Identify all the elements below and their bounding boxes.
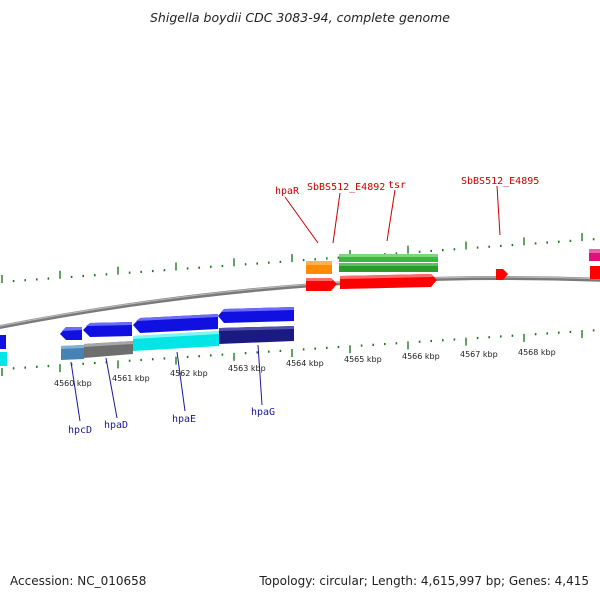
gene-green-upper[interactable] bbox=[339, 254, 438, 262]
axis-labels: 4560 kbp 4561 kbp 4562 kbp 4563 kbp 4564… bbox=[54, 348, 556, 388]
axis-label: 4566 kbp bbox=[402, 352, 440, 361]
gene-blue-edge[interactable] bbox=[0, 335, 6, 349]
axis-label: 4562 kbp bbox=[170, 369, 208, 378]
axis-label: 4568 kbp bbox=[518, 348, 556, 357]
gene-label-hpcD[interactable]: hpcD bbox=[68, 425, 92, 436]
gene-red-hpaR[interactable] bbox=[306, 278, 337, 291]
axis-label: 4560 kbp bbox=[54, 379, 92, 388]
accession-text: Accession: NC_010658 bbox=[10, 574, 147, 588]
gene-label-hpaE[interactable]: hpaE bbox=[172, 414, 196, 425]
gene-cyan-edge[interactable] bbox=[0, 352, 7, 366]
gene-red-SbBS512_E4895[interactable] bbox=[496, 269, 508, 280]
map-title: Shigella boydii CDC 3083-94, complete ge… bbox=[149, 10, 451, 25]
gene-label-SbBS512_E4895[interactable]: SbBS512_E4895 bbox=[461, 176, 539, 187]
gene-green-lower[interactable] bbox=[339, 263, 438, 272]
gene-label-hpaR[interactable]: hpaR bbox=[275, 186, 300, 197]
forward-gene-labels: hpaR SbBS512_E4892 tsr SbBS512_E4895 bbox=[275, 176, 539, 244]
axis-label: 4561 kbp bbox=[112, 374, 150, 383]
gene-red-edge[interactable] bbox=[590, 266, 600, 279]
gene-label-SbBS512_E4892[interactable]: SbBS512_E4892 bbox=[307, 182, 385, 193]
axis-label: 4563 kbp bbox=[228, 364, 266, 373]
axis-label: 4565 kbp bbox=[344, 355, 382, 364]
reverse-tick-track bbox=[1, 329, 595, 376]
forward-tick-track bbox=[1, 233, 595, 283]
reverse-gene-labels: hpcD hpaD hpaE hpaG bbox=[68, 344, 275, 436]
gene-label-hpaG[interactable]: hpaG bbox=[251, 407, 275, 418]
gene-magenta-edge[interactable] bbox=[589, 249, 600, 261]
axis-label: 4567 kbp bbox=[460, 350, 498, 359]
gene-label-hpaD[interactable]: hpaD bbox=[104, 420, 128, 431]
reverse-gene-track bbox=[0, 307, 294, 366]
gene-label-tsr[interactable]: tsr bbox=[388, 180, 406, 191]
genome-summary-text: Topology: circular; Length: 4,615,997 bp… bbox=[259, 574, 589, 588]
forward-gene-track bbox=[306, 249, 600, 291]
genome-backbone bbox=[0, 276, 600, 330]
axis-label: 4564 kbp bbox=[286, 359, 324, 368]
